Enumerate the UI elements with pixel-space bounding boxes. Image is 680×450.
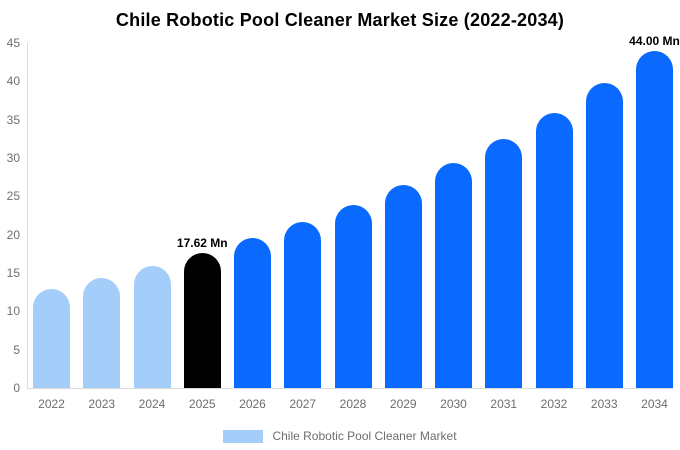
bar-group-2026: 2026 (234, 238, 271, 411)
bar-2030 (435, 163, 472, 388)
y-tick-label: 45 (6, 36, 20, 50)
x-axis-label-2031: 2031 (490, 397, 518, 411)
y-tick-label: 20 (6, 227, 20, 242)
y-tick-label: 0 (13, 381, 20, 395)
x-axis-label-2023: 2023 (88, 397, 116, 411)
y-tick-label: 35 (6, 112, 20, 127)
bar-value-label-2025: 17.62 Mn (176, 235, 228, 250)
bar-group-2030: 2030 (435, 163, 472, 411)
bar-value-label-2034: 44.00 Mn (629, 33, 680, 48)
y-tick-label: 40 (6, 74, 20, 89)
y-tick-label: 25 (6, 189, 20, 204)
x-axis-label-2029: 2029 (389, 397, 417, 411)
x-axis-label-2028: 2028 (339, 397, 367, 411)
bar-group-2031: 2031 (485, 139, 523, 411)
y-tick-label: 5 (13, 342, 20, 357)
x-axis-label-2032: 2032 (540, 397, 568, 411)
bar-group-2022: 2022 (33, 288, 70, 411)
bar-2029 (384, 185, 422, 388)
bar-2024 (133, 266, 171, 388)
y-tick-label: 15 (6, 266, 20, 280)
x-axis-label-2027: 2027 (289, 397, 317, 411)
bar-group-2025: 17.62 Mn 2025 (177, 236, 228, 411)
bar-group-2034: 44.00 Mn 2034 (629, 34, 680, 411)
bar-group-2027: 2027 (284, 222, 322, 411)
x-axis-label-2033: 2033 (590, 397, 618, 411)
y-axis-labels: 0 5 10 15 20 25 30 35 40 45 (0, 0, 22, 450)
bars-row: 2022 2023 2024 17.62 Mn 2025 2026 2027 2028 2029… (28, 34, 680, 411)
bar-group-2032: 2032 (535, 112, 573, 411)
legend: Chile Robotic Pool Cleaner Market (0, 429, 680, 443)
bar-2034 (636, 50, 673, 388)
y-tick-label: 30 (6, 151, 20, 165)
x-axis-label-2022: 2022 (38, 397, 65, 411)
bar-2026 (234, 238, 271, 388)
bar-2032 (535, 112, 573, 388)
bar-group-2028: 2028 (334, 204, 372, 411)
bar-2027 (284, 222, 322, 388)
legend-swatch (223, 429, 264, 443)
y-tick-label: 10 (6, 304, 20, 319)
bar-group-2023: 2023 (83, 277, 121, 411)
plot-area: 2022 2023 2024 17.62 Mn 2025 2026 2027 2028 2029… (27, 34, 680, 411)
bar-2028 (334, 204, 372, 388)
bar-2022 (33, 288, 70, 388)
bar-2023 (83, 277, 121, 388)
x-axis-label-2024: 2024 (138, 397, 166, 411)
bar-2025 (183, 252, 221, 388)
x-axis-label-2034: 2034 (641, 397, 668, 411)
bar-group-2029: 2029 (384, 185, 422, 411)
x-axis-label-2026: 2026 (239, 397, 266, 411)
x-axis-label-2030: 2030 (440, 397, 467, 411)
chart-title: Chile Robotic Pool Cleaner Market Size (… (115, 10, 565, 30)
bar-2033 (585, 83, 623, 388)
legend-label: Chile Robotic Pool Cleaner Market (272, 429, 457, 443)
bar-2031 (485, 139, 523, 388)
x-axis-label-2025: 2025 (188, 397, 216, 411)
bar-group-2033: 2033 (585, 83, 623, 411)
bar-group-2024: 2024 (133, 266, 171, 411)
